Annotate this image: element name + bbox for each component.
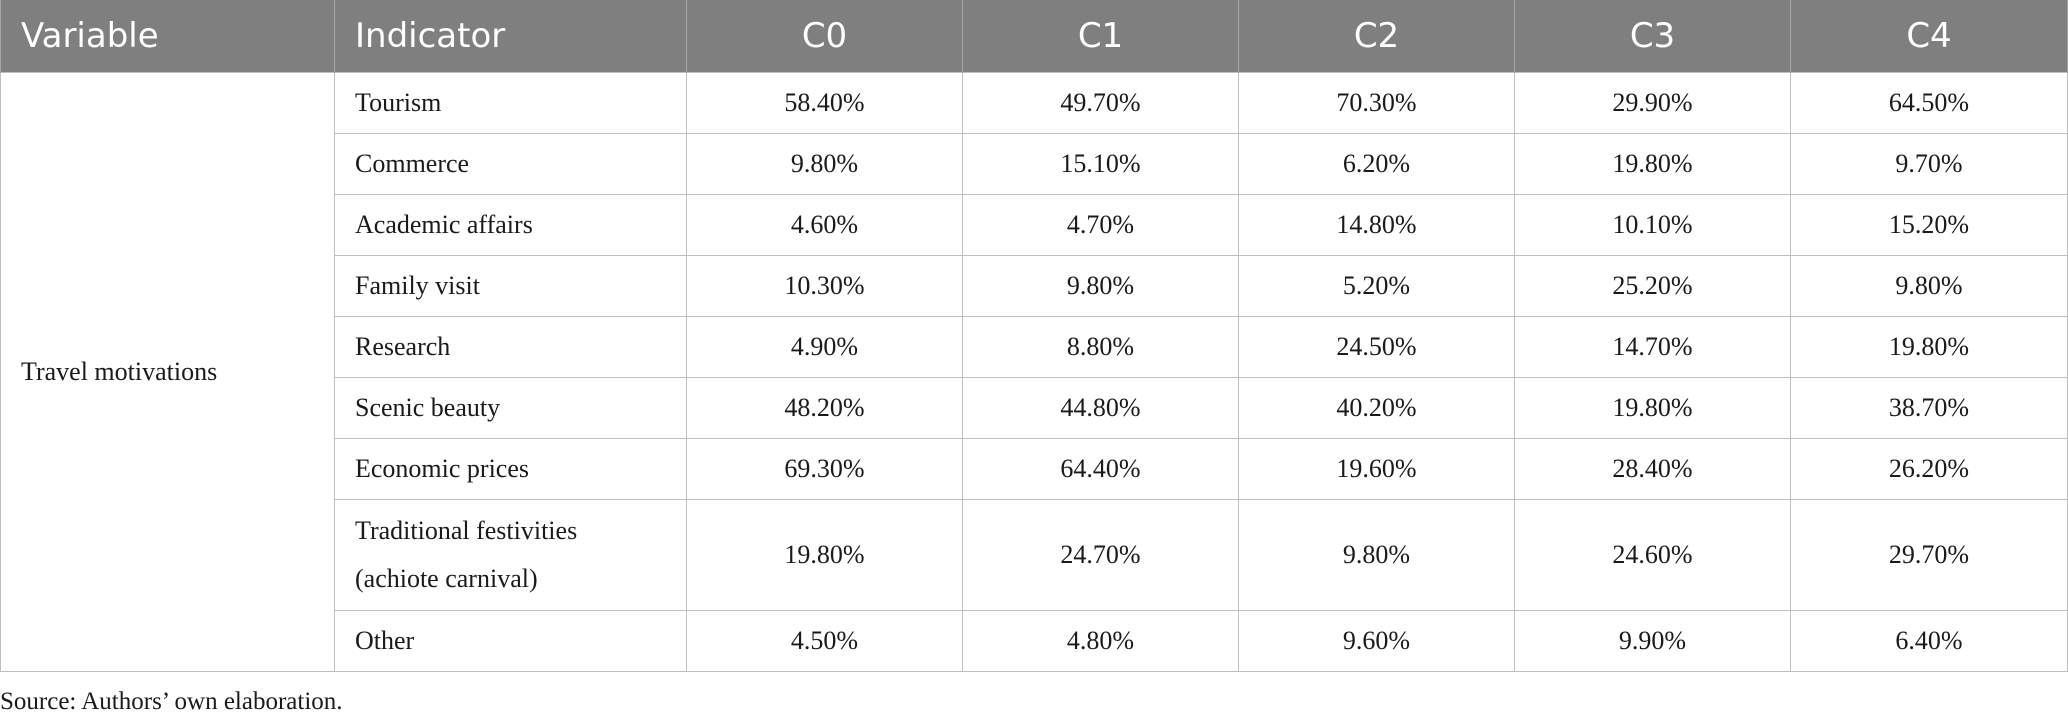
header-row: Variable Indicator C0 C1 C2 C3 C4 [0,0,2068,73]
value-cell: 24.60% [1514,499,1791,611]
value-cell: 69.30% [686,438,963,500]
value-cell: 19.80% [1790,316,2068,378]
value-cell: 9.70% [1790,133,2068,195]
value-cell: 10.30% [686,255,963,317]
value-cell: 4.90% [686,316,963,378]
data-table-container: Variable Indicator C0 C1 C2 C3 C4 Travel… [0,0,2068,672]
value-cell: 26.20% [1790,438,2068,500]
indicator-cell: Commerce [334,133,687,195]
value-cell: 19.80% [686,499,963,611]
value-cell: 4.80% [962,610,1239,672]
value-cell: 15.10% [962,133,1239,195]
value-cell: 15.20% [1790,194,2068,256]
indicator-cell: Academic affairs [334,194,687,256]
value-cell: 64.40% [962,438,1239,500]
value-cell: 40.20% [1238,377,1515,439]
value-cell: 9.60% [1238,610,1515,672]
value-cell: 9.90% [1514,610,1791,672]
value-cell: 8.80% [962,316,1239,378]
value-cell: 14.80% [1238,194,1515,256]
table-row: Traditional festivities (achiote carniva… [1,499,2068,611]
value-cell: 10.10% [1514,194,1791,256]
value-cell: 4.60% [686,194,963,256]
value-cell: 9.80% [1238,499,1515,611]
variable-cell: Travel motivations [0,72,335,672]
indicator-cell: Family visit [334,255,687,317]
value-cell: 19.60% [1238,438,1515,500]
value-cell: 5.20% [1238,255,1515,317]
indicator-cell: Tourism [334,72,687,134]
value-cell: 64.50% [1790,72,2068,134]
value-cell: 29.90% [1514,72,1791,134]
value-cell: 4.50% [686,610,963,672]
value-cell: 24.70% [962,499,1239,611]
indicator-cell: Economic prices [334,438,687,500]
value-cell: 44.80% [962,377,1239,439]
header-indicator: Indicator [334,0,687,73]
value-cell: 19.80% [1514,377,1791,439]
header-c1: C1 [962,0,1239,73]
value-cell: 70.30% [1238,72,1515,134]
indicator-line-1: Traditional festivities [355,516,578,545]
indicator-cell: Traditional festivities (achiote carniva… [334,499,687,611]
source-note: Source: Authors’ own elaboration. [0,688,343,715]
value-cell: 48.20% [686,377,963,439]
table-row: Travel motivations Tourism 58.40% 49.70%… [0,72,2068,672]
table-body: Travel motivations Tourism 58.40% 49.70%… [0,72,2068,672]
value-cell: 19.80% [1514,133,1791,195]
header-c2: C2 [1238,0,1515,73]
value-cell: 49.70% [962,72,1239,134]
table-row: Academic affairs 4.60% 4.70% 14.80% 10.1… [1,194,2068,256]
header-variable: Variable [0,0,335,73]
indicator-cell: Research [334,316,687,378]
table-row: Economic prices 69.30% 64.40% 19.60% 28.… [1,438,2068,500]
table-row: Research 4.90% 8.80% 24.50% 14.70% 19.80… [1,316,2068,378]
travel-motivations-table: Variable Indicator C0 C1 C2 C3 C4 Travel… [0,0,2068,672]
indicator-cell: Other [334,610,687,672]
indicator-line-2: (achiote carnival) [355,564,538,593]
value-cell: 24.50% [1238,316,1515,378]
header-c0: C0 [686,0,963,73]
value-cell: 9.80% [962,255,1239,317]
table-row: Family visit 10.30% 9.80% 5.20% 25.20% 9… [1,255,2068,317]
value-cell: 4.70% [962,194,1239,256]
value-cell: 38.70% [1790,377,2068,439]
table-row: Other 4.50% 4.80% 9.60% 9.90% 6.40% [1,610,2068,672]
value-cell: 58.40% [686,72,963,134]
table-row: Scenic beauty 48.20% 44.80% 40.20% 19.80… [1,377,2068,439]
value-cell: 6.20% [1238,133,1515,195]
value-cell: 6.40% [1790,610,2068,672]
value-cell: 9.80% [1790,255,2068,317]
header-c3: C3 [1514,0,1791,73]
header-c4: C4 [1790,0,2068,73]
value-cell: 29.70% [1790,499,2068,611]
value-cell: 14.70% [1514,316,1791,378]
value-cell: 25.20% [1514,255,1791,317]
indicator-cell: Scenic beauty [334,377,687,439]
value-cell: 9.80% [686,133,963,195]
table-header: Variable Indicator C0 C1 C2 C3 C4 [0,0,2068,73]
value-cell: 28.40% [1514,438,1791,500]
